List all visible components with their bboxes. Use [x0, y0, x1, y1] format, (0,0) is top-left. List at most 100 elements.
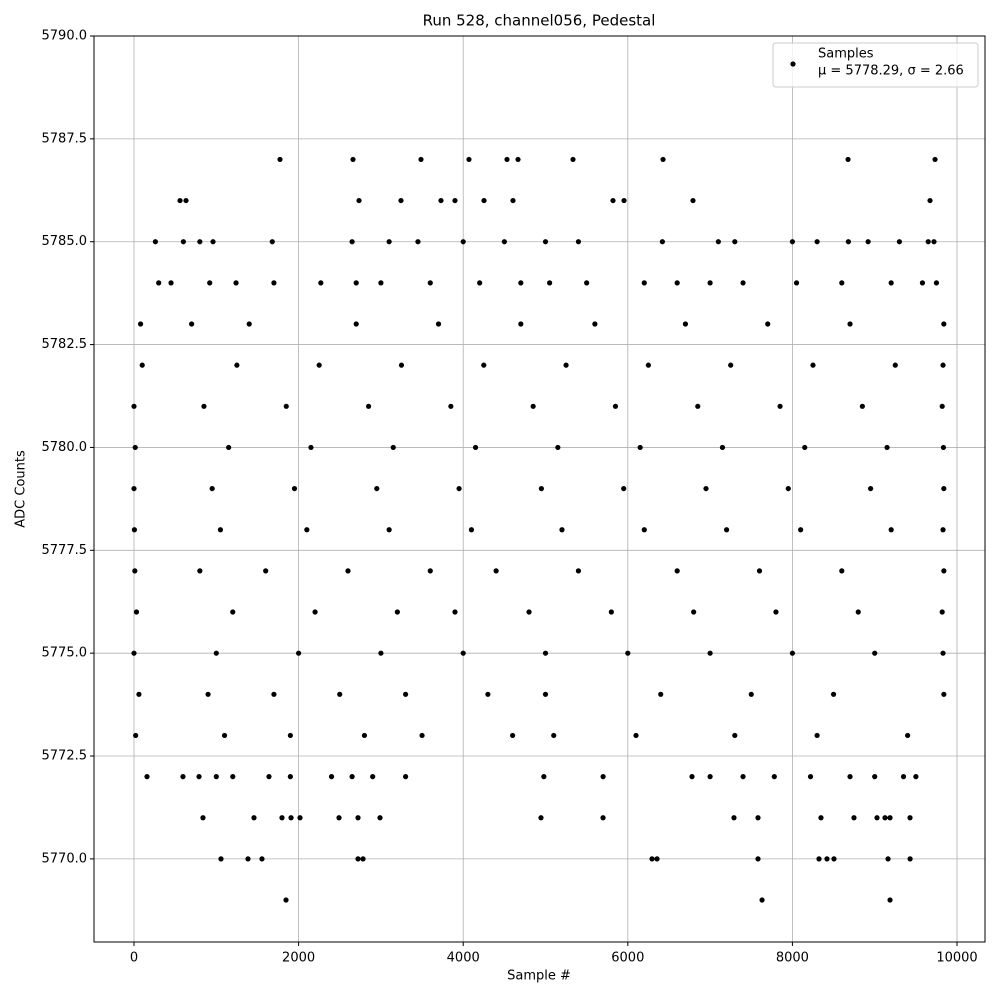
data-point [773, 609, 779, 615]
data-point [831, 856, 837, 862]
data-point [839, 280, 845, 286]
data-point [941, 691, 947, 697]
data-point [493, 568, 499, 574]
data-point [226, 444, 232, 451]
axes-frame [93, 35, 986, 943]
data-point [600, 773, 606, 780]
data-point [907, 815, 913, 821]
data-point [541, 773, 547, 780]
data-point [266, 773, 272, 780]
data-point [370, 773, 376, 780]
data-point [691, 609, 697, 615]
data-point [350, 156, 356, 163]
data-point [336, 815, 342, 821]
data-point [542, 691, 549, 697]
data-point [269, 239, 275, 245]
data-point [402, 691, 409, 697]
data-point [230, 773, 236, 780]
data-point [859, 403, 865, 409]
data-point [641, 280, 647, 286]
data-point [518, 321, 524, 327]
data-point [504, 156, 510, 163]
data-point [356, 197, 362, 204]
data-point [287, 732, 293, 739]
data-point [152, 239, 158, 245]
data-point [740, 280, 746, 286]
data-point [777, 403, 783, 409]
data-point [570, 156, 576, 163]
data-point [933, 280, 940, 286]
data-point [427, 568, 433, 574]
data-point [814, 239, 820, 245]
y-tick-label: 5772.5 [42, 749, 88, 764]
data-point [398, 362, 405, 368]
data-point [839, 568, 845, 574]
data-point [207, 280, 213, 286]
data-point [941, 485, 947, 492]
data-point [221, 732, 228, 739]
data-point [156, 280, 162, 286]
data-point [740, 773, 746, 780]
x-tick-label: 8000 [776, 951, 809, 966]
legend-box [772, 42, 979, 88]
data-point [731, 815, 737, 821]
data-point [682, 321, 689, 327]
data-point [939, 403, 945, 409]
data-point [715, 239, 721, 245]
data-point [132, 444, 138, 451]
data-point [538, 815, 544, 821]
data-point [360, 856, 366, 862]
data-point [374, 485, 380, 492]
data-point [637, 444, 643, 451]
data-point [874, 815, 880, 821]
y-axis-label: ADC Counts [14, 450, 29, 528]
x-tick-label: 10000 [936, 951, 977, 966]
data-point [246, 321, 252, 327]
data-point [291, 485, 298, 492]
data-point [386, 239, 392, 245]
y-tick-label: 5775.0 [42, 646, 88, 661]
data-point [481, 362, 487, 368]
legend-marker [790, 61, 796, 67]
data-point [907, 856, 913, 862]
data-point [748, 691, 754, 697]
data-point [719, 444, 726, 451]
data-point [132, 568, 138, 574]
data-point [485, 691, 491, 697]
data-point [213, 650, 219, 656]
data-point [892, 362, 898, 368]
y-tick-label: 5782.5 [42, 337, 88, 352]
data-point [477, 280, 483, 286]
data-point [501, 239, 507, 245]
data-point [196, 773, 202, 780]
y-tick-label: 5770.0 [42, 851, 88, 866]
y-tick-label: 5785.0 [42, 234, 88, 249]
data-point [882, 815, 888, 821]
data-point [732, 239, 738, 245]
data-point [213, 773, 219, 780]
data-point [896, 239, 903, 245]
data-point [472, 444, 479, 451]
data-point [633, 732, 639, 739]
data-point [855, 609, 861, 615]
data-point [830, 691, 837, 697]
data-point [872, 650, 878, 656]
data-point [542, 239, 549, 245]
data-point [807, 773, 814, 780]
data-point [137, 321, 144, 327]
data-point [575, 568, 582, 574]
data-point [592, 321, 598, 327]
data-point [378, 280, 384, 286]
data-point [361, 732, 368, 739]
data-point [312, 609, 318, 615]
data-point [658, 691, 664, 697]
data-point [288, 815, 294, 821]
data-point [180, 239, 186, 245]
data-point [785, 485, 791, 492]
data-point [584, 280, 590, 286]
data-point [865, 239, 871, 245]
data-point [610, 197, 616, 204]
data-point [530, 403, 536, 409]
data-point [133, 732, 139, 739]
